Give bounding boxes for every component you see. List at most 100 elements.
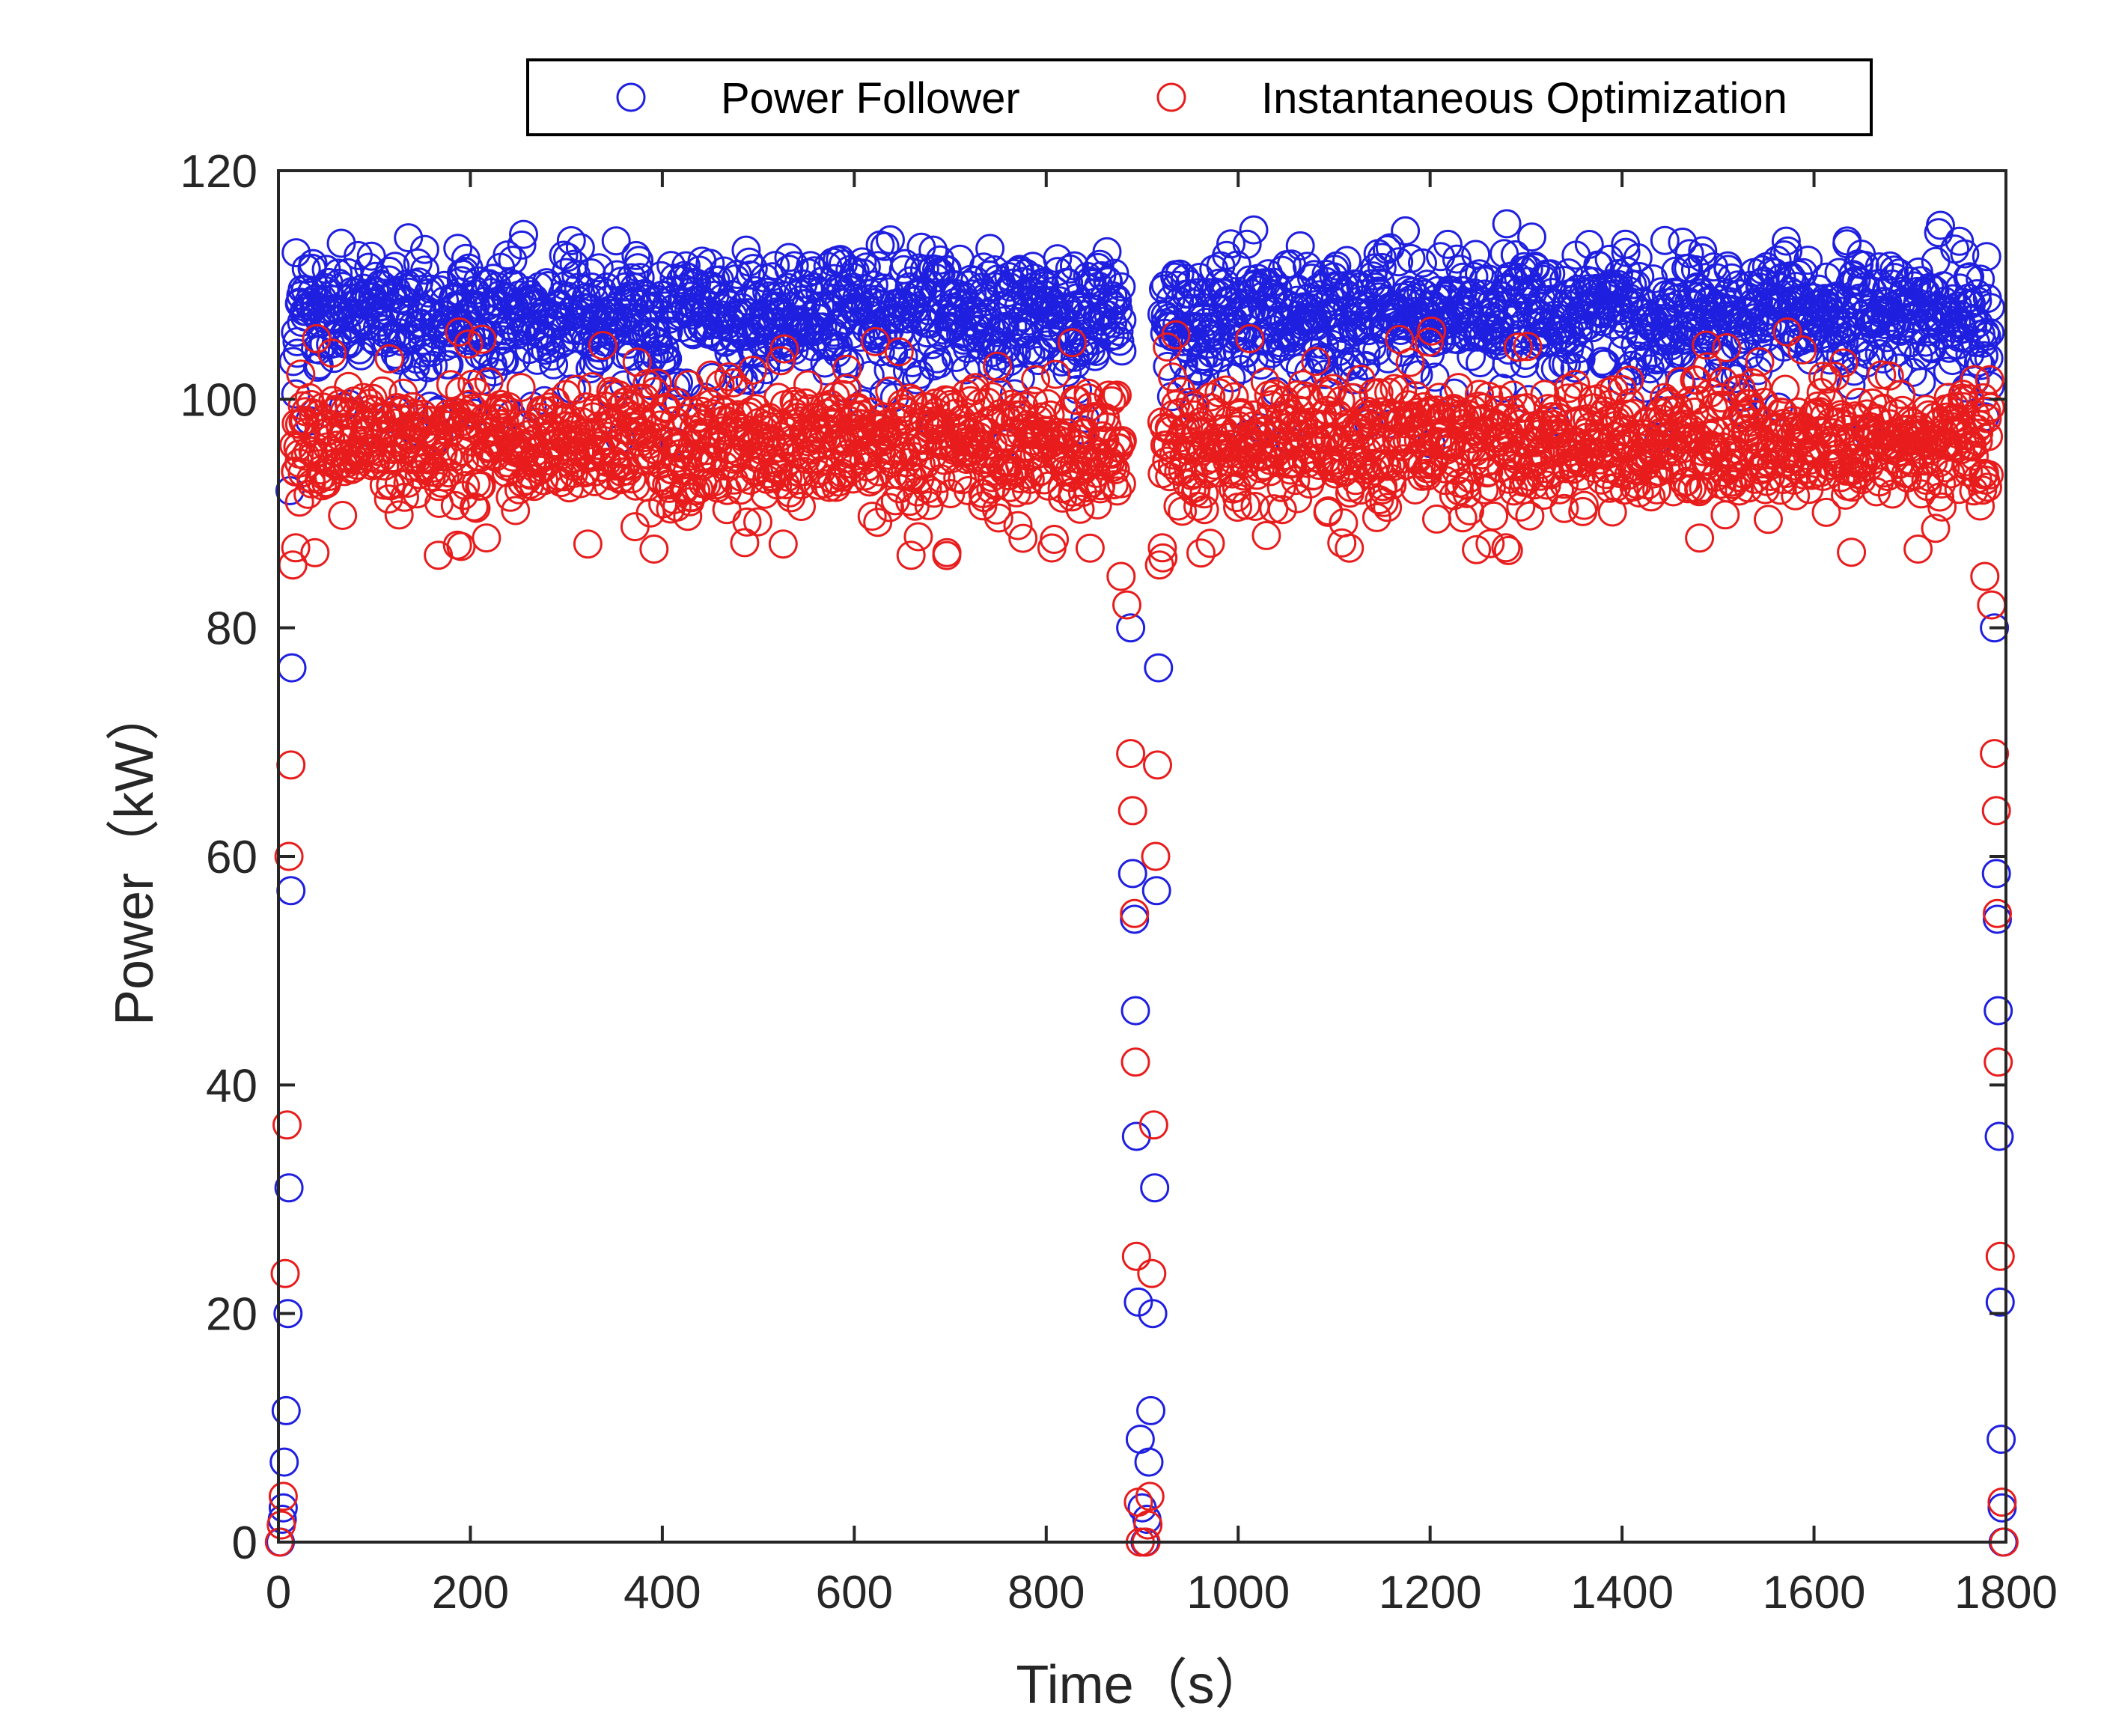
legend-label-power-follower: Power Follower [721,74,1020,123]
series-power-follower [266,209,2018,1557]
power-follower-point [1141,876,1171,906]
instantaneous-optimization-point [769,334,799,364]
instantaneous-optimization-point [430,462,460,492]
instantaneous-optimization-point [1781,481,1811,511]
instantaneous-optimization-point [281,533,311,563]
instantaneous-optimization-point [743,507,772,537]
instantaneous-optimization-point [1008,523,1038,553]
instantaneous-optimization-point [1211,375,1241,405]
power-follower-point [1120,904,1150,934]
power-follower-point [1630,373,1660,403]
instantaneous-optimization-point [842,392,872,422]
instantaneous-optimization-point [1143,750,1172,780]
instantaneous-optimization-point [1877,479,1907,509]
instantaneous-optimization-point [1970,561,2000,591]
power-follower-point [650,334,680,364]
instantaneous-optimization-point [501,496,531,526]
instantaneous-optimization-point [954,476,983,505]
power-follower-point [1972,321,2001,351]
instantaneous-optimization-point [623,403,653,433]
instantaneous-optimization-point [1549,493,1579,523]
power-follower-point [613,329,643,359]
instantaneous-optimization-point [384,500,414,530]
power-follower-point [975,234,1005,264]
power-follower-point [1619,305,1649,335]
power-follower-point [1367,243,1397,272]
power-follower-point [361,261,391,291]
instantaneous-optimization-point [1165,398,1195,427]
power-follower-point [1106,272,1136,302]
instantaneous-optimization-point [1787,335,1817,365]
instantaneous-optimization-point [317,338,347,368]
instantaneous-optimization-point [703,473,733,503]
power-follower-point [1216,363,1246,393]
instantaneous-optimization-point [765,433,795,463]
x-tick-label: 400 [623,1567,701,1618]
power-follower-point [774,243,804,272]
instantaneous-optimization-point [284,487,314,517]
legend-box [526,58,1873,136]
power-follower-point [1232,229,1262,259]
instantaneous-optimization-point [1484,385,1514,415]
instantaneous-optimization-point [1867,360,1897,390]
power-follower-point [1911,278,1941,308]
instantaneous-optimization-point [1811,497,1841,527]
power-follower-point [888,341,918,371]
power-follower-point [1092,237,1122,267]
instantaneous-optimization-point [1155,462,1185,492]
power-follower-point [847,247,877,277]
x-axis-label: Time（s） [1016,1655,1268,1715]
legend-marker-power-follower [616,82,646,112]
power-follower-point [621,240,651,270]
power-follower-point [731,235,761,265]
instantaneous-optimization-point [1133,1510,1163,1540]
y-tick-label: 80 [206,603,257,655]
instantaneous-optimization-point [1120,1047,1150,1077]
power-follower-point [1384,247,1414,277]
power-follower-point [1117,859,1147,889]
x-tick-label: 1400 [1570,1567,1674,1618]
y-tick-label: 120 [180,146,257,198]
power-follower-point [1094,267,1123,296]
instantaneous-optimization-point [408,399,438,429]
power-follower-point [1699,252,1728,282]
instantaneous-optimization-point [1975,460,2004,490]
x-tick-label: 0 [266,1567,291,1618]
instantaneous-optimization-point [1058,328,1087,358]
instantaneous-optimization-point [632,369,662,399]
instantaneous-optimization-point [1980,739,2010,769]
instantaneous-optimization-point [1235,324,1265,353]
power-follower-point [507,230,537,260]
power-follower-point [1433,229,1463,259]
instantaneous-optimization-point [1462,534,1492,564]
instantaneous-optimization-point [268,1481,298,1511]
power-follower-point [1120,996,1150,1026]
x-tick-label: 200 [432,1567,509,1618]
power-follower-point [1489,239,1519,269]
instantaneous-optimization-point [1712,333,1742,362]
instantaneous-optimization-point [1749,387,1779,417]
power-follower-point [1529,262,1559,292]
power-follower-point [1868,344,1898,374]
power-follower-point [344,240,373,270]
power-follower-point [1963,286,1992,316]
power-follower-point [1285,231,1315,261]
power-follower-point [1975,318,2005,348]
power-follower-point [1568,314,1598,344]
instantaneous-optimization-point [1040,525,1070,554]
instantaneous-optimization-point [373,484,403,514]
legend-label-instantaneous-optimization: Instantaneous Optimization [1261,74,1787,123]
instantaneous-optimization-point [1314,496,1344,526]
power-follower-point [1121,1121,1151,1151]
instantaneous-optimization-point [705,369,735,399]
power-follower-point [1104,317,1134,347]
power-follower-point [556,226,586,255]
power-follower-point [1793,246,1823,275]
instantaneous-optimization-point [1623,422,1653,452]
instantaneous-optimization-point [1368,472,1398,502]
power-follower-point [1650,225,1680,255]
legend: Power Follower Instantaneous Optimizatio… [526,58,1873,136]
power-follower-point [1107,336,1137,366]
instantaneous-optimization-point [1335,533,1364,563]
instantaneous-optimization-point [1222,483,1251,513]
